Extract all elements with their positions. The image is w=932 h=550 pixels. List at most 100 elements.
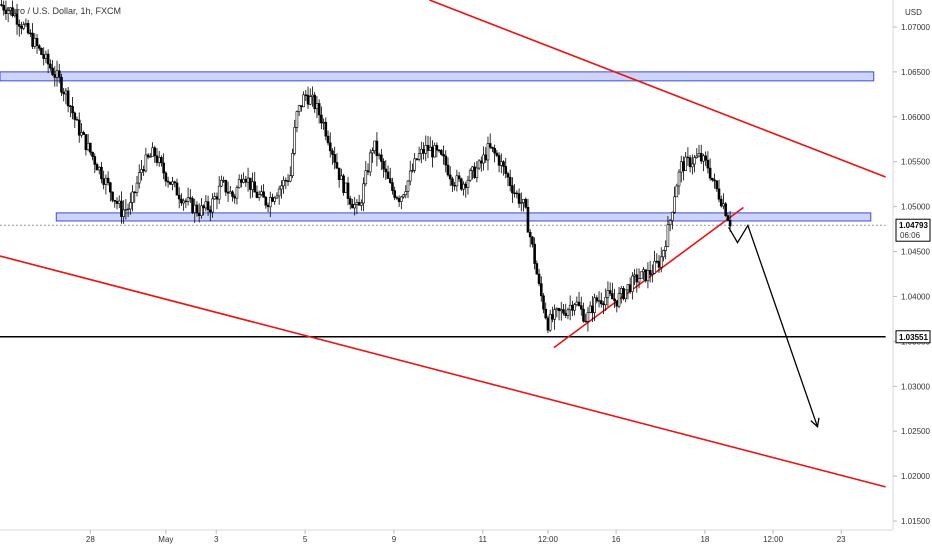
candle-body (317, 103, 321, 116)
candle-body (82, 132, 85, 135)
candle-body (599, 300, 603, 305)
current-price-label-box (895, 218, 931, 242)
candle-body (480, 160, 483, 164)
candle-body (362, 183, 365, 204)
candle-body (286, 180, 290, 182)
candle-body (308, 96, 312, 105)
upper-resistance-zone[interactable] (0, 71, 875, 82)
candle-body (228, 191, 232, 194)
x-tick-label: May (158, 535, 173, 544)
candle-body (51, 67, 54, 75)
candle-body (659, 256, 663, 268)
candle-body (424, 145, 428, 154)
candle-body (704, 155, 707, 161)
candle-body (64, 90, 68, 95)
candle-body (191, 198, 194, 213)
candle-body (206, 201, 210, 211)
y-tick-label: 1.05000 (901, 203, 930, 212)
candle-body (588, 305, 592, 313)
candle-body (622, 288, 625, 299)
candle-body (242, 178, 245, 183)
candle-body (313, 94, 317, 110)
candle-body (686, 156, 690, 159)
middle-support-zone[interactable] (55, 212, 872, 222)
support-price-label: 1.03551 (899, 333, 928, 342)
candle-body (568, 304, 572, 311)
x-tick-label: 5 (303, 535, 308, 544)
candle-body (624, 289, 628, 299)
candle-body (326, 135, 330, 144)
candle-body (726, 215, 730, 221)
candle-body (628, 284, 632, 293)
upper-channel-line[interactable] (429, 0, 886, 178)
candle-body (391, 182, 394, 191)
candle-body (277, 188, 281, 197)
candle-body (586, 312, 590, 322)
candle-body (77, 119, 81, 136)
candle-body (113, 199, 117, 202)
price-axis-unit: USD (905, 8, 922, 17)
candle-body (46, 53, 50, 65)
projection-arrow-path[interactable] (728, 223, 819, 427)
candle-body (366, 170, 370, 173)
candle-body (653, 260, 656, 274)
candle-body (153, 147, 157, 157)
candle-body (182, 200, 185, 204)
candle-body (213, 196, 217, 200)
candle-body (519, 202, 523, 204)
candle-body (442, 154, 445, 157)
candle-body (166, 180, 170, 183)
candle-body (268, 197, 272, 208)
candle-body (248, 177, 252, 190)
candle-body (106, 177, 110, 184)
candle-body (146, 154, 150, 158)
y-tick-label: 1.03000 (901, 382, 930, 391)
candle-body (75, 119, 79, 121)
candle-body (546, 317, 550, 331)
candle-body (240, 179, 243, 183)
candle-body (311, 94, 314, 97)
candle-body (539, 283, 543, 297)
candle-body (697, 152, 701, 157)
candle-body (208, 209, 212, 213)
candle-body (631, 275, 634, 293)
candle-body (642, 269, 645, 273)
candle-body (511, 185, 514, 194)
x-tick-label: 9 (392, 535, 397, 544)
candle-body (375, 140, 379, 157)
candle-body (173, 181, 177, 184)
candle-body (664, 246, 667, 251)
candle-body (688, 157, 692, 168)
candle-body (231, 191, 234, 197)
candle-body (200, 205, 203, 217)
candle-body (604, 297, 608, 306)
candle-body (402, 194, 405, 198)
candle-body (471, 166, 474, 171)
candle-body (235, 187, 239, 199)
candle-body (140, 169, 143, 173)
candle-body (71, 106, 74, 114)
candle-body (44, 53, 48, 59)
x-tick-label: 28 (86, 535, 95, 544)
candle-body (675, 185, 679, 198)
time-axis: 28 May 3 5 9 11 12:00 16 18 12:00 23 (0, 529, 893, 544)
candle-body (548, 314, 552, 331)
candle-body (53, 74, 57, 78)
candle-body (671, 211, 674, 221)
candle-body (404, 191, 408, 196)
candle-body (360, 202, 363, 206)
candle-body (129, 202, 132, 210)
y-tick-label: 1.05500 (901, 158, 930, 167)
y-tick-label: 1.06500 (901, 68, 930, 77)
candle-body (102, 178, 105, 185)
candle-body (584, 320, 588, 323)
candle-body (180, 198, 183, 204)
candle-body (682, 161, 685, 172)
lower-channel-line[interactable] (0, 255, 886, 488)
candle-body (97, 166, 101, 171)
candle-body (695, 155, 699, 158)
candle-body (426, 145, 430, 151)
x-tick-label: 11 (479, 535, 488, 544)
candle-body (160, 157, 163, 164)
